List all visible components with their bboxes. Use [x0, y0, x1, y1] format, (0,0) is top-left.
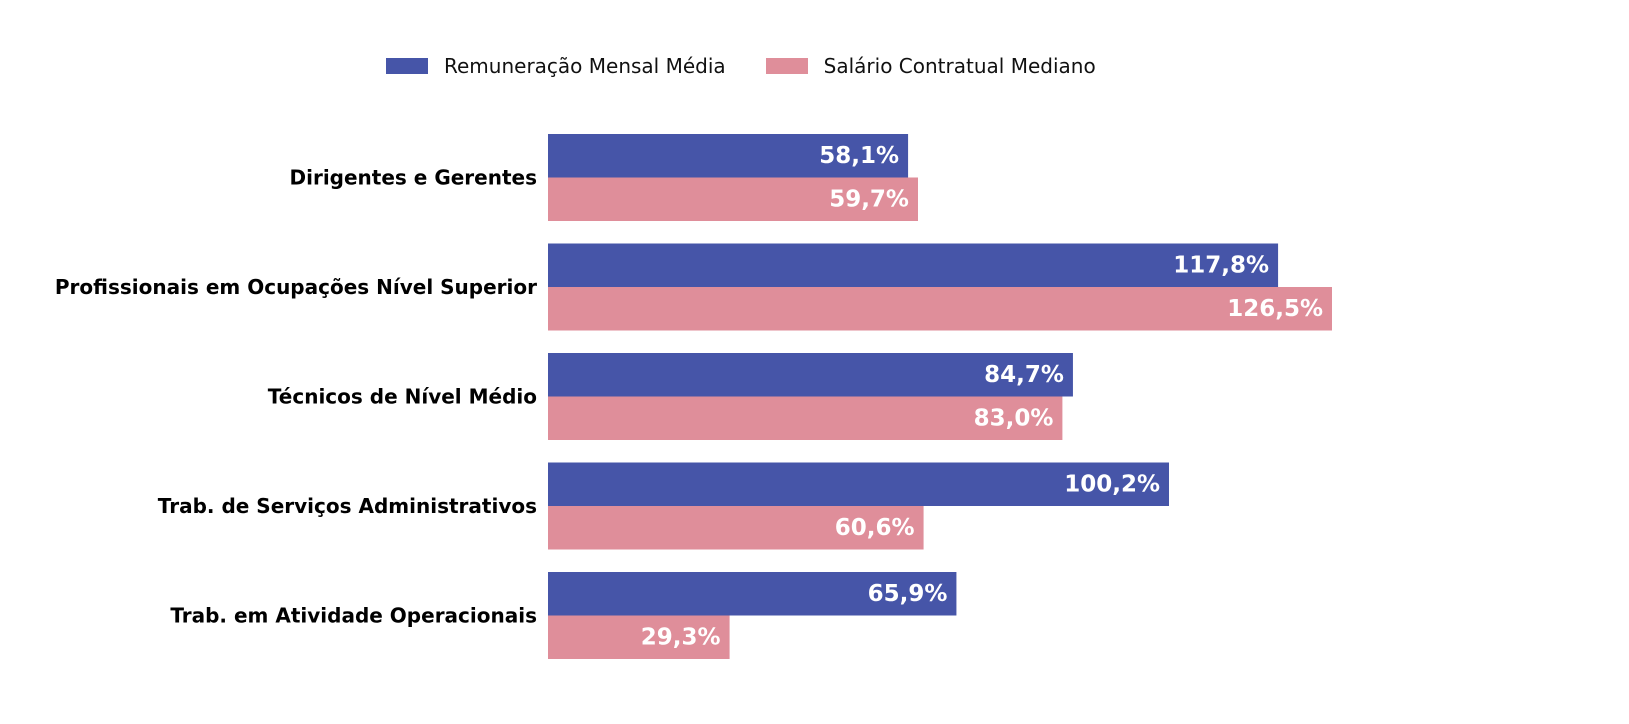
bar-value-label: 117,8% — [1173, 252, 1269, 278]
bar-remuneracao — [548, 353, 1073, 397]
bar-salario — [548, 177, 918, 221]
bar-salario — [548, 287, 1332, 331]
bar-value-label: 65,9% — [868, 581, 948, 607]
legend-label-series-1: Remuneração Mensal Média — [444, 54, 726, 78]
legend-label-series-2: Salário Contratual Mediano — [823, 54, 1096, 78]
category-label: Trab. de Serviços Administrativos — [158, 494, 537, 518]
bar-remuneracao — [548, 243, 1279, 287]
bar-value-label: 100,2% — [1064, 471, 1160, 497]
bar-salario — [548, 506, 924, 550]
bar-salario — [548, 396, 1063, 440]
bar-value-label: 29,3% — [641, 624, 721, 650]
bar-value-label: 59,7% — [829, 186, 909, 212]
category-label: Dirigentes e Gerentes — [290, 166, 538, 190]
bar-value-label: 60,6% — [835, 515, 915, 541]
legend-item-series-2: Salário Contratual Mediano — [765, 54, 1096, 78]
legend-item-series-1: Remuneração Mensal Média — [386, 54, 726, 78]
category-label: Técnicos de Nível Médio — [268, 385, 537, 409]
bar-remuneracao — [548, 134, 909, 178]
category-label: Profissionais em Ocupações Nível Superio… — [55, 275, 537, 299]
category-label: Trab. em Atividade Operacionais — [170, 604, 537, 628]
bar-value-label: 58,1% — [819, 143, 899, 169]
legend-swatch-series-2 — [765, 58, 808, 74]
bar-value-label: 83,0% — [974, 405, 1054, 431]
bar-value-label: 126,5% — [1227, 296, 1323, 322]
chart-legend: Remuneração Mensal Média Salário Contrat… — [386, 54, 1096, 78]
bar-remuneracao — [548, 462, 1170, 506]
bar-remuneracao — [548, 572, 957, 616]
legend-swatch-series-1 — [386, 58, 428, 74]
bar-value-label: 84,7% — [984, 362, 1064, 388]
bar-salario — [548, 615, 730, 659]
